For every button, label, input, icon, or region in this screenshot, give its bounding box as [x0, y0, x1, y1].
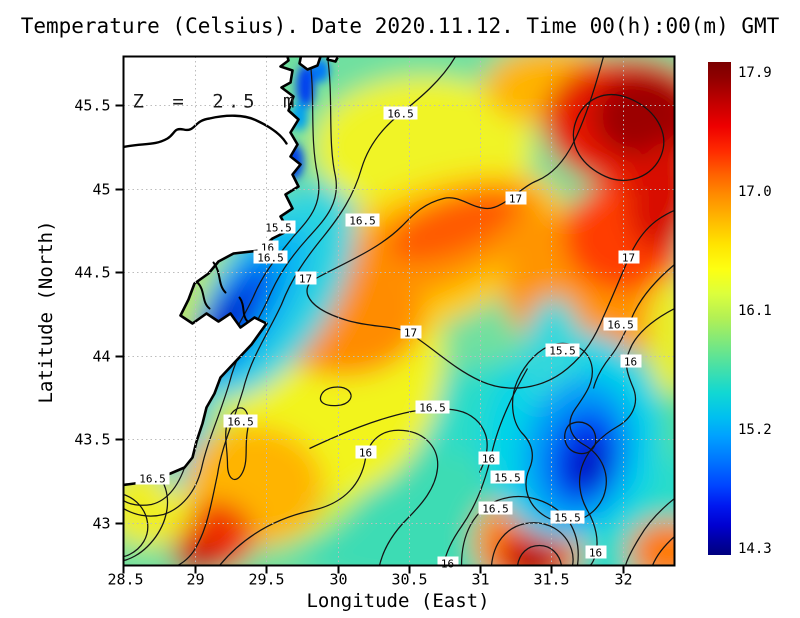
contour-label: 16.5 — [223, 414, 258, 429]
colorbar-tick-label: 15.2 — [738, 422, 772, 438]
colorbar-tick-label: 16.1 — [738, 303, 772, 319]
x-tick-label: 28.5 — [107, 571, 143, 589]
svg-text:16: 16 — [359, 447, 372, 460]
contour-label: 17 — [400, 325, 422, 340]
svg-text:15.5: 15.5 — [549, 345, 576, 358]
svg-text:16.5: 16.5 — [419, 402, 446, 415]
x-tick-label: 29.5 — [248, 571, 284, 589]
contour-label: 16 — [478, 451, 500, 466]
x-axis-title: Longitude (East) — [306, 590, 489, 612]
svg-text:16: 16 — [589, 547, 602, 560]
contour-label: 16 — [620, 354, 642, 369]
svg-text:17: 17 — [622, 252, 635, 265]
svg-text:15.5: 15.5 — [494, 472, 521, 485]
svg-text:15.5: 15.5 — [265, 222, 292, 235]
land — [123, 56, 340, 487]
grid-lines — [123, 56, 675, 566]
contour-label: 17 — [618, 250, 640, 265]
x-tick-label: 30 — [329, 571, 347, 589]
svg-text:16.5: 16.5 — [607, 319, 634, 332]
svg-text:16.5: 16.5 — [139, 473, 166, 486]
depth-label: Z = 2.5 m — [133, 91, 299, 113]
contour-label: 16.5 — [415, 400, 450, 415]
x-tick-labels: 28.5 29 29.5 30 30.5 31 31.5 32 — [107, 571, 632, 589]
colorbar: 17.9 17.0 16.1 15.2 14.3 — [708, 62, 772, 557]
contour-label: 17 — [295, 271, 317, 286]
svg-text:16.5: 16.5 — [349, 215, 376, 228]
contour-label: 15.5 — [490, 470, 525, 485]
x-tick-label: 31.5 — [533, 571, 569, 589]
svg-text:17: 17 — [509, 193, 522, 206]
svg-text:17: 17 — [404, 327, 417, 340]
lagoon-channels — [196, 261, 249, 323]
contour-label: 16.5 — [603, 317, 638, 332]
y-tick-label: 44 — [92, 348, 110, 366]
contour-label: 16.5 — [253, 250, 288, 265]
plot-frame — [122, 55, 676, 567]
plot-title: Temperature (Celsius). Date 2020.11.12. … — [21, 14, 780, 38]
delta-island — [298, 56, 322, 71]
svg-text:17: 17 — [299, 273, 312, 286]
contour-label: 16 — [437, 556, 459, 571]
contour-label: 16 — [585, 545, 607, 560]
svg-text:16.5: 16.5 — [482, 503, 509, 516]
svg-text:16.5: 16.5 — [387, 108, 414, 121]
x-tick-label: 29 — [186, 571, 204, 589]
x-tick-label: 32 — [614, 571, 632, 589]
contour-labels: 16.5 16.5 15.5 16 16.5 17 17 17 16.5 17 … — [135, 106, 642, 571]
plot-area: Z = 2.5 m 16.5 16.5 15.5 16 16.5 17 17 1… — [74, 55, 676, 589]
y-tick-label: 45.5 — [74, 97, 110, 115]
x-tick-label: 30.5 — [391, 571, 427, 589]
svg-text:16: 16 — [624, 356, 637, 369]
contour-label: 16.5 — [478, 501, 513, 516]
colorbar-tick-label: 14.3 — [738, 541, 772, 557]
contour-label: 15.5 — [550, 510, 585, 525]
colorbar-tick-label: 17.0 — [738, 184, 772, 200]
coastline — [123, 56, 302, 487]
y-tick-label: 43 — [92, 515, 110, 533]
danube-river — [123, 114, 288, 149]
x-tick-label: 31 — [471, 571, 489, 589]
contour-label: 16 — [355, 445, 377, 460]
y-tick-label: 45 — [92, 181, 110, 199]
svg-text:16.5: 16.5 — [257, 252, 284, 265]
contour-label: 17 — [505, 191, 527, 206]
y-tick-label: 43.5 — [74, 431, 110, 449]
svg-text:15.5: 15.5 — [554, 512, 581, 525]
y-axis-title: Latitude (North) — [35, 220, 57, 403]
colorbar-gradient — [708, 62, 731, 555]
y-tick-marks — [115, 104, 124, 525]
contour-label: 16.5 — [135, 471, 170, 486]
svg-text:16: 16 — [441, 558, 454, 571]
contour-label: 15.5 — [261, 220, 296, 235]
colorbar-tick-label: 17.9 — [738, 65, 772, 81]
y-tick-labels: 45.5 45 44.5 44 43.5 43 — [74, 97, 110, 533]
contour-label: 16.5 — [345, 213, 380, 228]
y-tick-label: 44.5 — [74, 264, 110, 282]
x-tick-marks — [122, 565, 625, 574]
svg-text:16: 16 — [482, 453, 495, 466]
contour-label: 15.5 — [545, 343, 580, 358]
contour-label: 16.5 — [383, 106, 418, 121]
svg-text:16.5: 16.5 — [227, 416, 254, 429]
